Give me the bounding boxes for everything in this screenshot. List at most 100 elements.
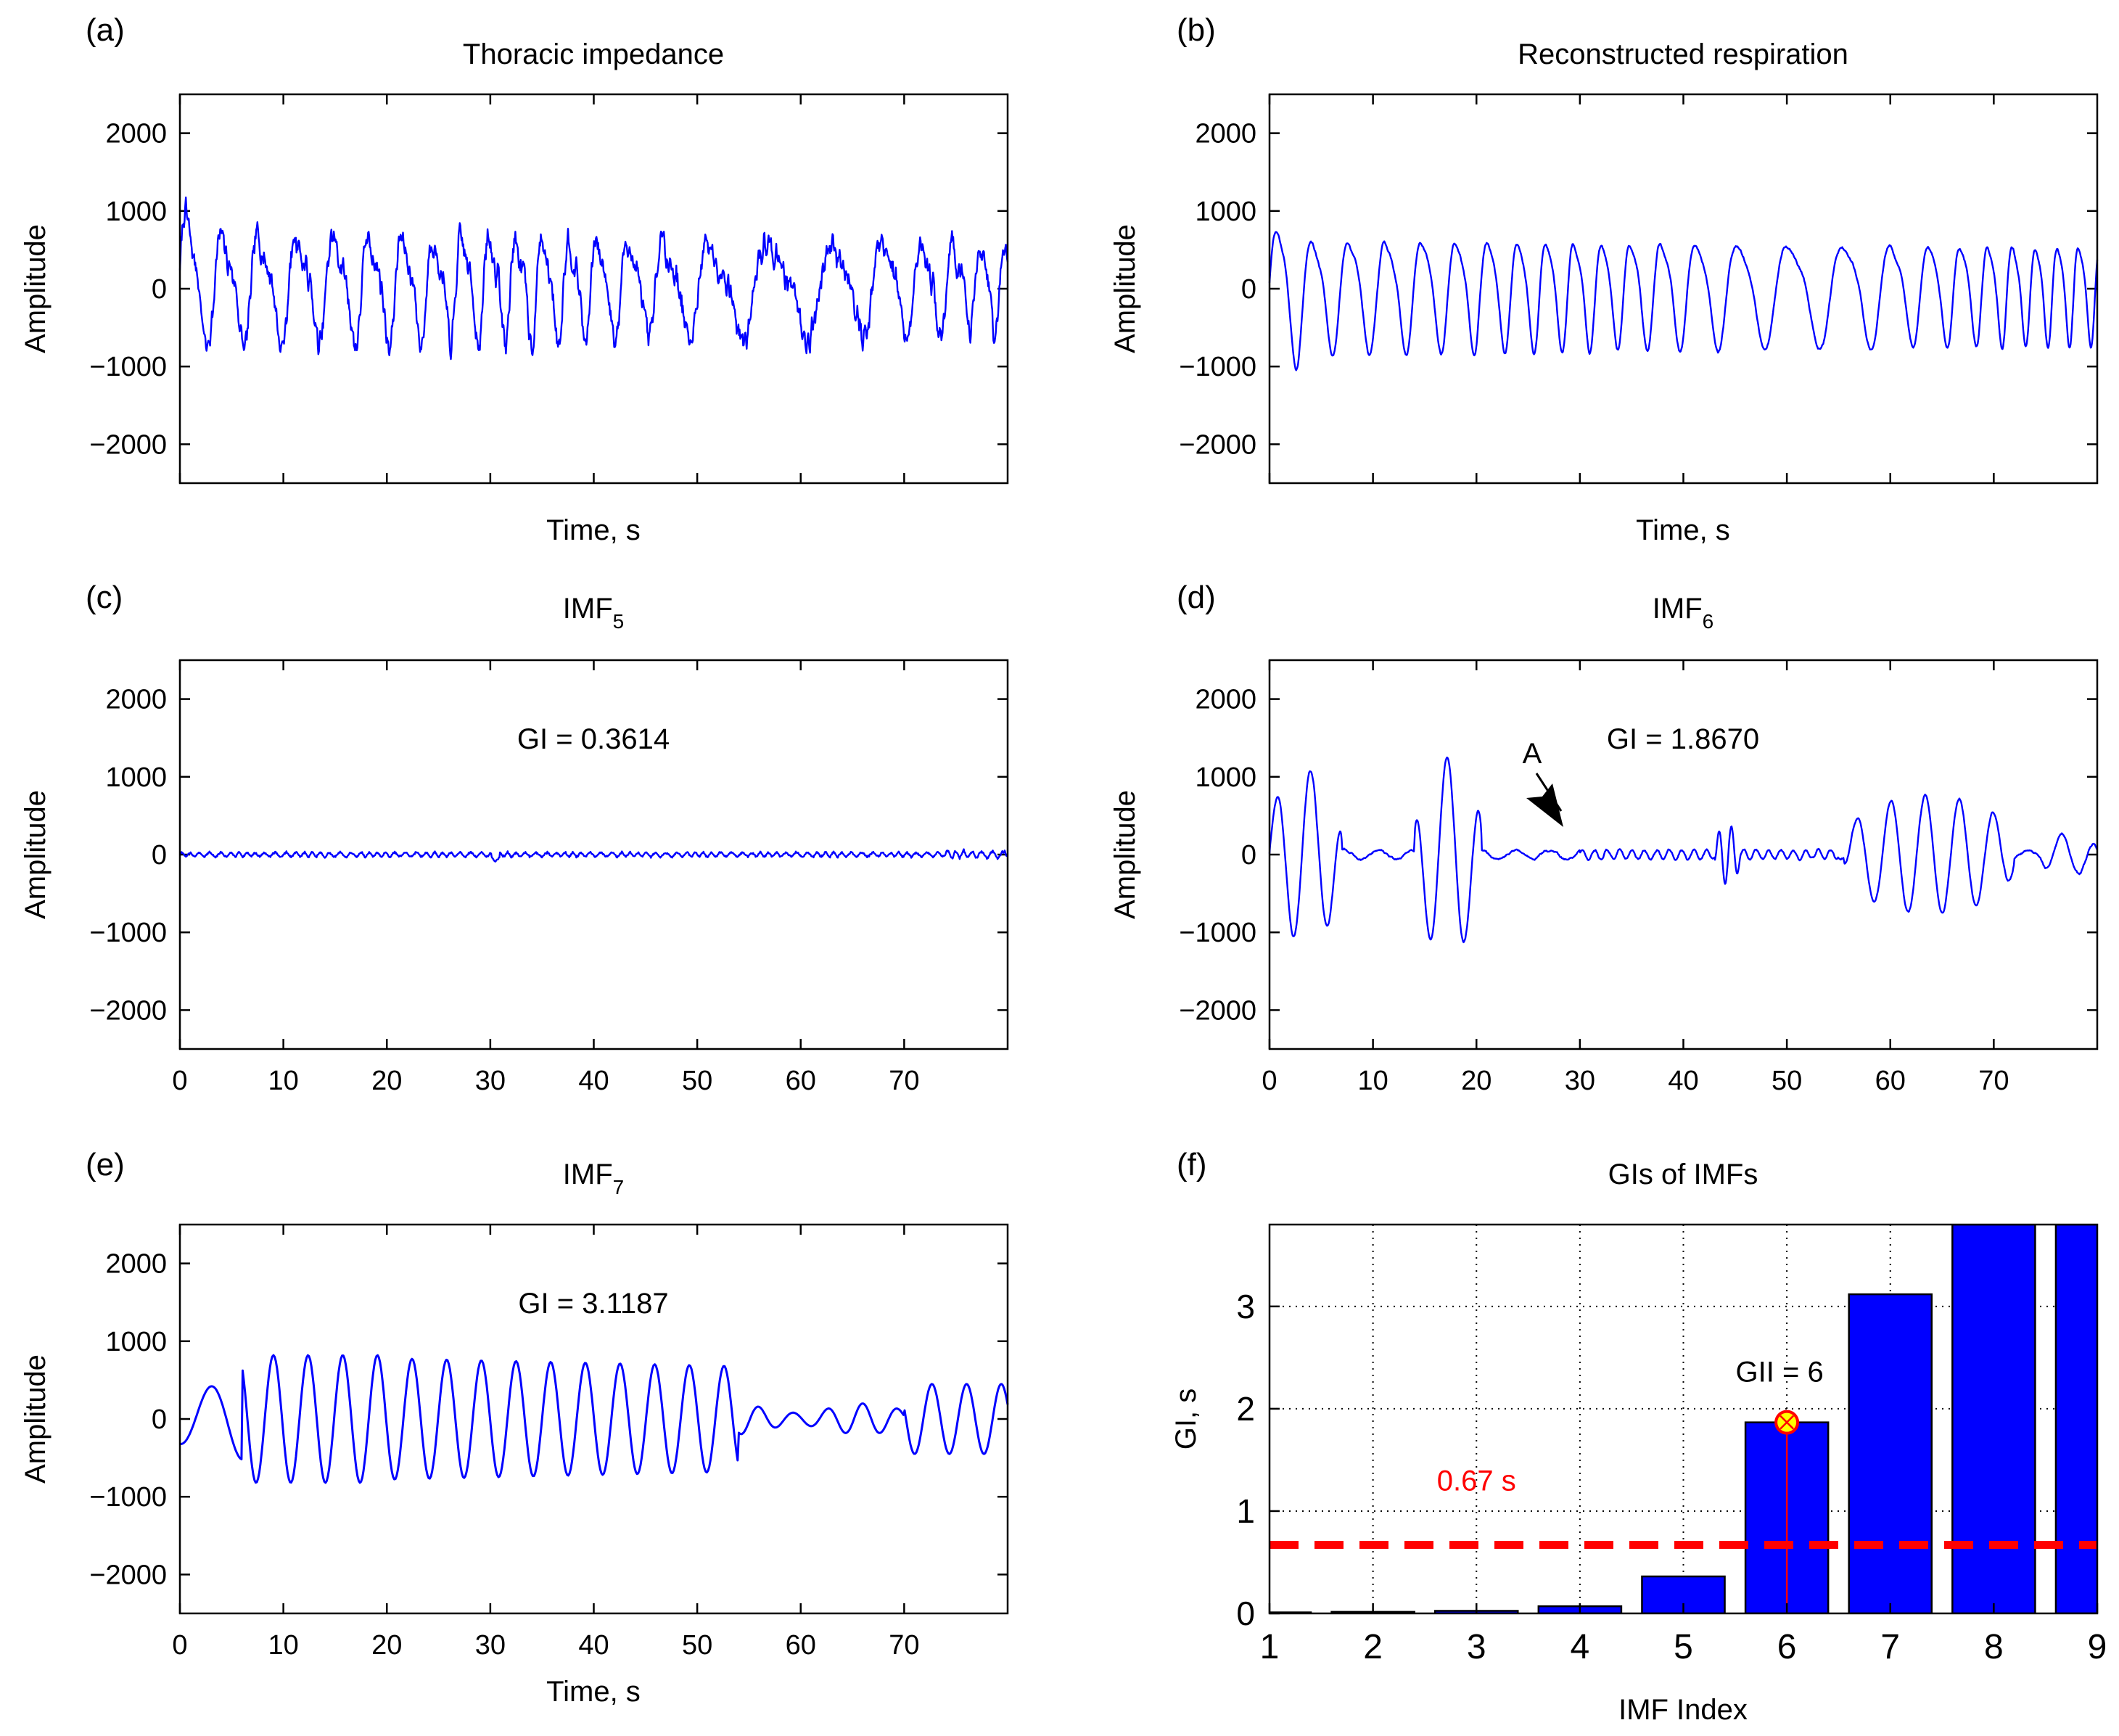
- panel-a-plot: −2000 −1000 0 1000 2000: [89, 94, 1009, 483]
- panel-d-title: IMF6: [1653, 593, 1713, 633]
- panel-d-axes-frame: [1268, 659, 2099, 1050]
- panel-f-xtick-label: 5: [1674, 1628, 1693, 1666]
- panel-c-xtick-label: 30: [475, 1066, 506, 1096]
- panel-c-ytick-label: 1000: [105, 762, 167, 793]
- gii-marker-cross: [1779, 1415, 1795, 1430]
- panel-d-title-subscript: 6: [1703, 610, 1714, 633]
- panel-a-ytick-label: −1000: [89, 352, 167, 382]
- panel-label-b: (b): [1177, 12, 1216, 48]
- panel-e-ytick-label: 2000: [105, 1249, 167, 1280]
- panel-d-ytick-label: 2000: [1195, 685, 1256, 715]
- imf7-series: [179, 1354, 1009, 1484]
- panel-e-axes-frame: [178, 1223, 1009, 1615]
- panel-d-xtick-label: 70: [1978, 1066, 2009, 1096]
- panel-c-xtick-label: 0: [172, 1066, 187, 1096]
- panel-f-ytick-label: 3: [1236, 1288, 1255, 1325]
- panel-d-xtick-label: 0: [1262, 1066, 1277, 1096]
- imf-9-bar: [2054, 1225, 2097, 1613]
- panel-c-axes-frame: [178, 659, 1009, 1050]
- panel-c-xtick-label: 50: [682, 1066, 712, 1096]
- panel-e-xtick-label: 0: [172, 1630, 187, 1661]
- panel-c-xtick-label: 40: [578, 1066, 609, 1096]
- panel-d-arrow-label: A: [1523, 738, 1542, 770]
- panel-b-ytick-label: −1000: [1179, 352, 1256, 382]
- panel-b-ytick-label: 0: [1241, 274, 1256, 305]
- panel-c-xtick-label: 60: [786, 1066, 816, 1096]
- panel-d-arrow-head: [1526, 783, 1563, 827]
- panel-a: (a) Thoracic impedance −2000 −1000 0 1000 20…: [20, 12, 1009, 546]
- panel-c-gi-annotation: GI = 0.3614: [517, 723, 670, 755]
- panel-f-ytick-label: 2: [1236, 1390, 1255, 1428]
- panel-e-xtick-label: 30: [475, 1630, 506, 1661]
- panel-c-plot: −2000 −1000 0 1000 2000 0 10 20 30 40 50 60 70: [89, 660, 1008, 1096]
- panel-f-xtick-label: 3: [1467, 1628, 1486, 1666]
- panel-b-ylabel: Amplitude: [1109, 224, 1141, 353]
- panel-d-plot: −2000 −1000 0 1000 2000 0 10 20 30 40 50 60 70: [1179, 660, 2098, 1096]
- panel-b-title: Reconstructed respiration: [1518, 38, 1848, 70]
- reconstructed-respiration-series: [1268, 231, 2099, 371]
- panel-f-xtick-label: 4: [1571, 1628, 1590, 1666]
- imf5-series: [178, 848, 1008, 863]
- panel-d-ylabel: Amplitude: [1109, 790, 1141, 919]
- panel-b-axes-frame: [1268, 93, 2099, 485]
- panel-e-xtick-label: 50: [682, 1630, 712, 1661]
- panel-a-ytick-label: 0: [152, 274, 167, 305]
- panel-e-xtick-label: 20: [371, 1630, 402, 1661]
- panel-e-xtick-label: 70: [889, 1630, 919, 1661]
- panel-c-ytick-label: −2000: [89, 995, 167, 1026]
- panel-f-bars: [1270, 1225, 2097, 1613]
- panel-e-plot: −2000 −1000 0 1000 2000 0 10 20 30 40 50 60 70: [89, 1225, 1009, 1661]
- panel-b-xlabel: Time, s: [1636, 514, 1730, 546]
- panel-b-ytick-label: −2000: [1179, 429, 1256, 460]
- panel-f-xtick-label: 8: [1984, 1628, 2004, 1666]
- panel-e-xtick-label: 40: [578, 1630, 609, 1661]
- panel-label-d: (d): [1177, 580, 1216, 615]
- panel-f-ytick-label: 0: [1236, 1595, 1255, 1632]
- gii-label: GII = 6: [1736, 1357, 1824, 1389]
- panel-c-ytick-label: −1000: [89, 918, 167, 948]
- panel-d-ytick-label: −1000: [1179, 918, 1256, 948]
- panel-c-xtick-label: 10: [268, 1066, 298, 1096]
- panel-d: (d) IMF6 −2000 −1000 0 1000 2000 0 10 20 30 40 50 6…: [1109, 580, 2099, 1096]
- panel-e: (e) IMF7 −2000 −1000 0 1000 2000 0 10 20 30 40 50 6…: [20, 1147, 1009, 1708]
- panel-f-xlabel: IMF Index: [1618, 1694, 1748, 1726]
- panel-b: (b) Reconstructed respiration −2000 −1000…: [1109, 12, 2099, 546]
- panel-d-ytick-label: 1000: [1195, 762, 1256, 793]
- panel-c-title-subscript: 5: [613, 610, 625, 633]
- panel-d-gi-annotation: GI = 1.8670: [1607, 723, 1759, 755]
- panel-d-xtick-label: 50: [1772, 1066, 1802, 1096]
- panel-f-xtick-label: 9: [2088, 1628, 2107, 1666]
- panel-b-ytick-label: 1000: [1195, 197, 1256, 227]
- panel-a-ytick-label: −2000: [89, 429, 167, 460]
- panel-c-title-main: IMF: [563, 593, 613, 625]
- panel-e-title-main: IMF: [563, 1159, 613, 1190]
- thoracic-impedance-series: [178, 196, 1009, 361]
- panel-f-ytick-label: 1: [1236, 1492, 1255, 1530]
- panel-f-axes-frame: [1268, 1223, 2099, 1615]
- panel-e-ytick-label: −1000: [89, 1482, 167, 1513]
- panel-f-ylabel: GI, s: [1170, 1389, 1202, 1449]
- imf-7-bar: [1848, 1293, 1933, 1613]
- panel-d-xtick-label: 20: [1461, 1066, 1491, 1096]
- panel-b-ytick-label: 2000: [1195, 119, 1256, 149]
- panel-c-ytick-label: 0: [152, 840, 167, 871]
- imf6-series: [1268, 756, 2098, 944]
- panel-label-a: (a): [86, 12, 125, 48]
- panel-c-title: IMF5: [563, 593, 624, 633]
- panel-e-xtick-label: 10: [268, 1630, 298, 1661]
- panel-c-ytick-label: 2000: [105, 685, 167, 715]
- panel-a-title: Thoracic impedance: [463, 38, 724, 70]
- panel-e-ytick-label: 1000: [105, 1327, 167, 1357]
- panel-a-axes-frame: [178, 93, 1009, 485]
- panel-b-plot: −2000 −1000 0 1000 2000: [1179, 94, 2099, 483]
- panel-d-title-main: IMF: [1653, 593, 1703, 625]
- panel-e-title-subscript: 7: [613, 1176, 625, 1198]
- panel-f-xtick-label: 6: [1777, 1628, 1797, 1666]
- panel-a-xlabel: Time, s: [546, 514, 641, 546]
- panel-d-xtick-label: 30: [1565, 1066, 1595, 1096]
- panel-d-xtick-label: 40: [1668, 1066, 1698, 1096]
- panel-c-xtick-label: 20: [371, 1066, 402, 1096]
- panel-e-title: IMF7: [563, 1159, 624, 1198]
- panel-c-xtick-label: 70: [889, 1066, 919, 1096]
